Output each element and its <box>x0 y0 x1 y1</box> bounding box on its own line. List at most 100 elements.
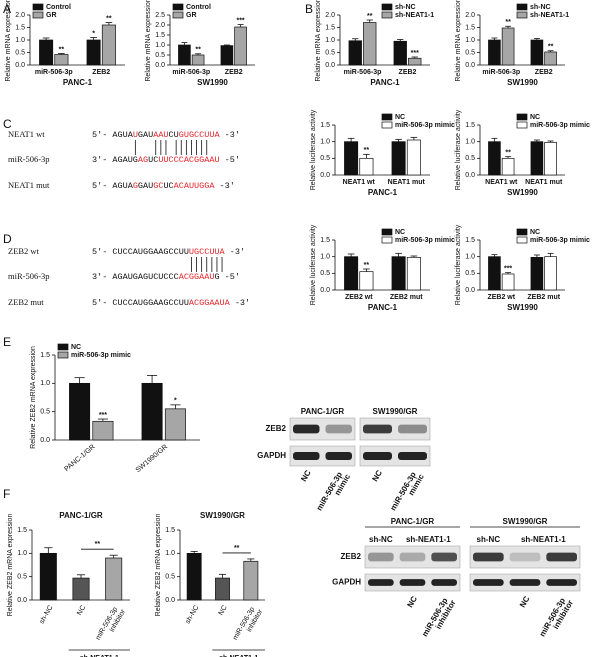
sequence: 5'- AGUAGGAUGCUCACAUUGGA -3' <box>92 181 235 191</box>
blot-row-label: GAPDH <box>332 578 361 587</box>
sequence-label: miR-506-3p <box>8 154 50 164</box>
significance: ** <box>364 262 370 269</box>
bar <box>530 39 544 66</box>
bar <box>391 141 406 176</box>
significance: *** <box>504 266 512 273</box>
sequence-part: UUCC <box>158 155 178 165</box>
bar <box>178 44 191 66</box>
lane-label: NC <box>370 468 384 483</box>
y-tick-label: 2.5 <box>155 12 165 19</box>
gel <box>289 445 356 467</box>
y-tick-label: 1.0 <box>165 550 175 557</box>
legend-swatch <box>381 228 393 236</box>
lane-label: NC <box>518 594 532 609</box>
x-tick-label: ZEB2 <box>92 69 110 76</box>
x-tick-label: NC <box>76 604 87 616</box>
bar <box>344 141 359 176</box>
y-tick-label: 2.0 <box>465 12 475 19</box>
chart-title: SW1990 <box>197 78 228 87</box>
significance: ** <box>548 44 554 51</box>
y-tick-label: 0.5 <box>320 155 330 162</box>
sequence-part: G -5' <box>214 272 240 282</box>
chart-title: SW1990/GR <box>200 511 245 520</box>
sequence-part: AAU <box>153 130 168 140</box>
sequence-part: ACGGAAU <box>179 272 215 282</box>
legend-swatch <box>381 3 393 11</box>
sequence-part: GAU <box>138 130 153 140</box>
sequence-part: CACGGAAU <box>179 155 220 165</box>
y-tick-label: 0.0 <box>40 437 50 444</box>
bar <box>393 40 407 66</box>
y-tick-label: 2.0 <box>15 12 25 19</box>
legend-swatch <box>172 3 184 11</box>
sequence-label: NEAT1 wt <box>8 129 45 139</box>
bar <box>164 408 186 441</box>
legend-label: Control <box>46 4 71 11</box>
blot-band <box>431 579 457 586</box>
sequence-part: GC <box>153 181 163 191</box>
blot-band <box>398 424 427 434</box>
x-tick-label: miR-506-3p <box>482 69 520 76</box>
y-tick-label: 1.5 <box>465 237 475 244</box>
legend-swatch <box>57 351 69 359</box>
lane-label: miR-506-3p mimic <box>315 468 353 516</box>
bar <box>544 256 557 291</box>
legend-swatch <box>32 3 44 11</box>
y-tick-label: 0.5 <box>320 270 330 277</box>
y-tick-label: 0.0 <box>320 287 330 294</box>
sequence-part: -3' <box>214 181 234 191</box>
legend-label: sh-NEAT1-1 <box>530 12 569 19</box>
sequence-part: G <box>133 181 138 191</box>
group-label: sh-NEAT1-1 <box>80 655 119 657</box>
blot-band <box>293 424 320 434</box>
x-tick-label: NEAT1 wt <box>343 179 376 186</box>
legend-label: Control <box>186 4 211 11</box>
significance: ** <box>367 13 373 20</box>
y-tick-label: 0.0 <box>465 287 475 294</box>
bar <box>54 54 69 66</box>
y-tick-label: 1.0 <box>40 380 50 387</box>
blot-band <box>325 452 352 460</box>
y-axis-label: Relative mRNA expression <box>455 0 462 82</box>
blot-title: PANC-1/GR <box>301 407 345 416</box>
blot-title: SW1990/GR <box>373 407 418 416</box>
sequence-part: U <box>133 130 138 140</box>
y-tick-label: 0.5 <box>165 574 175 581</box>
sequence-part: -3' <box>220 130 240 140</box>
sequence-part: GAU <box>138 181 153 191</box>
sequence-label: NEAT1 mut <box>8 180 50 190</box>
panel-letter: C <box>3 117 12 131</box>
x-tick-label: miR-506-3p inhibitor <box>232 604 265 645</box>
significance: *** <box>236 17 244 24</box>
panel-letter: F <box>3 487 10 501</box>
x-tick-label: ZEB2 wt <box>487 294 515 301</box>
blot-band <box>325 424 352 434</box>
chart-title: PANC-1 <box>63 78 93 87</box>
y-tick-label: 0.5 <box>465 49 475 56</box>
lane-label: sh-NEAT1-1 <box>406 535 451 544</box>
blot-title: PANC-1/GR <box>391 517 435 526</box>
y-tick-label: 0.5 <box>465 155 475 162</box>
y-tick-label: 1.5 <box>40 352 50 359</box>
sequence-part: -5' <box>220 155 240 165</box>
y-axis-label: Relative ZEB2 mRNA expression <box>30 346 37 449</box>
y-tick-label: 2.0 <box>325 12 335 19</box>
significance: * <box>92 30 95 37</box>
legend-label: GR <box>46 12 57 19</box>
bar <box>530 256 544 291</box>
bar <box>220 45 234 66</box>
sequence-part: UC <box>148 155 158 165</box>
sequence-part: -3' <box>225 247 245 257</box>
bar <box>243 560 259 601</box>
legend-swatch <box>381 121 393 129</box>
bracket-label: ** <box>234 545 240 552</box>
bar <box>186 552 202 601</box>
blot-band <box>473 552 504 562</box>
y-tick-label: 1.5 <box>155 32 165 39</box>
sequence-part: 5'- CUCCAUGGAAGCCUU <box>92 298 189 308</box>
gel <box>359 445 431 467</box>
lane-label: sh-NEAT1-1 <box>521 535 566 544</box>
bar <box>234 26 247 66</box>
sequence-label: miR-506-3p <box>8 271 50 281</box>
significance: ** <box>106 15 112 22</box>
